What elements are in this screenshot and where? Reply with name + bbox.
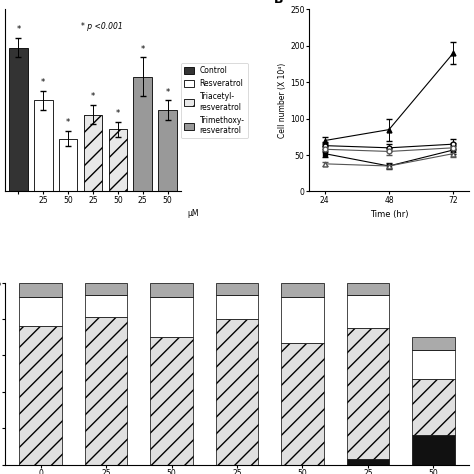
Bar <box>150 337 193 465</box>
Bar <box>346 459 389 465</box>
Bar <box>150 297 193 337</box>
Bar <box>216 319 258 465</box>
Bar <box>85 317 128 465</box>
Text: *: * <box>16 26 20 35</box>
Text: *: * <box>66 118 70 128</box>
Bar <box>281 343 324 465</box>
Bar <box>85 295 128 317</box>
Bar <box>346 295 389 328</box>
Text: *: * <box>116 109 120 118</box>
X-axis label: Time (hr): Time (hr) <box>370 210 408 219</box>
Bar <box>9 48 28 191</box>
Bar <box>19 326 62 465</box>
Bar <box>134 76 152 191</box>
Bar <box>85 283 128 295</box>
Bar <box>281 283 324 297</box>
Bar <box>412 436 455 465</box>
Bar <box>34 100 53 191</box>
Bar <box>346 283 389 295</box>
Bar <box>109 129 127 191</box>
Text: μM: μM <box>188 209 199 218</box>
Bar <box>59 139 77 191</box>
Text: * p <0.001: * p <0.001 <box>81 22 123 31</box>
Bar <box>281 297 324 343</box>
Bar <box>412 337 455 350</box>
Bar <box>158 110 177 191</box>
Text: *: * <box>141 45 145 54</box>
Bar <box>412 379 455 436</box>
Text: *: * <box>41 78 46 87</box>
Bar <box>150 283 193 297</box>
Bar <box>19 297 62 326</box>
Bar <box>216 283 258 295</box>
Text: B: B <box>273 0 283 6</box>
Text: *: * <box>165 88 170 97</box>
Bar <box>412 350 455 379</box>
Bar <box>19 283 62 297</box>
Text: *: * <box>91 92 95 101</box>
Y-axis label: Cell number (X 10⁴): Cell number (X 10⁴) <box>278 63 287 138</box>
Legend: Control, Resveratrol, Triacetyl-
resveratrol, Trimethoxy-
resveratrol: Control, Resveratrol, Triacetyl- resvera… <box>182 63 248 138</box>
Bar <box>346 328 389 459</box>
Bar <box>216 295 258 319</box>
Bar <box>84 115 102 191</box>
